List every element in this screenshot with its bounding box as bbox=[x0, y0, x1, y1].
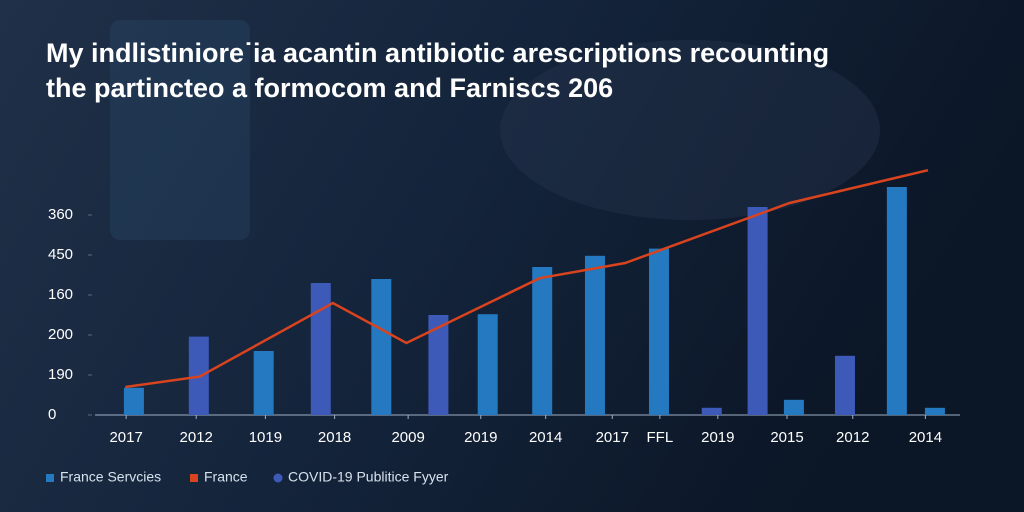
bar bbox=[747, 207, 768, 415]
x-tick-label: 1019 bbox=[249, 429, 282, 446]
bar bbox=[886, 187, 907, 415]
background-shape bbox=[110, 20, 250, 240]
background-shape bbox=[500, 40, 880, 220]
legend-marker bbox=[190, 474, 198, 482]
bar bbox=[371, 279, 392, 415]
x-tick-label: 2017 bbox=[109, 429, 142, 446]
x-tick-label: 2014 bbox=[529, 429, 562, 446]
chart-title: My indlistiniore˙ia acantin antibiotic a… bbox=[46, 38, 829, 68]
bar bbox=[477, 314, 498, 415]
y-tick-label: 0 bbox=[48, 406, 56, 423]
y-tick-label: 190 bbox=[48, 366, 73, 383]
bar bbox=[253, 351, 274, 415]
x-tick-label: 2018 bbox=[318, 429, 351, 446]
legend-label: France bbox=[204, 469, 248, 485]
x-tick-label: 2019 bbox=[701, 429, 734, 446]
x-tick-label: 2009 bbox=[391, 429, 424, 446]
y-tick-label: 450 bbox=[48, 246, 73, 263]
bar bbox=[310, 283, 331, 415]
y-tick-label: 200 bbox=[48, 326, 73, 343]
bar bbox=[648, 248, 669, 415]
bar bbox=[428, 315, 449, 415]
legend-marker bbox=[273, 473, 283, 483]
bar bbox=[834, 355, 855, 415]
bar bbox=[123, 387, 144, 415]
x-tick-label: 2012 bbox=[180, 429, 213, 446]
x-tick-label: 2012 bbox=[836, 429, 869, 446]
legend-marker bbox=[46, 474, 54, 482]
bar bbox=[701, 407, 722, 415]
bar bbox=[532, 267, 553, 415]
x-tick-label: 2015 bbox=[770, 429, 803, 446]
x-tick-label: 2017 bbox=[596, 429, 629, 446]
y-tick-label: 360 bbox=[48, 206, 73, 223]
bar bbox=[924, 407, 945, 415]
bar bbox=[584, 255, 605, 415]
x-tick-label: 2014 bbox=[909, 429, 942, 446]
bar bbox=[783, 399, 804, 415]
x-tick-label: FFL bbox=[647, 429, 674, 446]
legend-label: France Servcies bbox=[60, 469, 161, 485]
x-tick-label: 2019 bbox=[464, 429, 497, 446]
chart-title: the partincteo a formocom and Farnisсs 2… bbox=[46, 73, 613, 103]
y-tick-label: 160 bbox=[48, 286, 73, 303]
legend-label: COVID-19 Publitice Fyyer bbox=[288, 469, 449, 485]
line bbox=[125, 168, 929, 389]
